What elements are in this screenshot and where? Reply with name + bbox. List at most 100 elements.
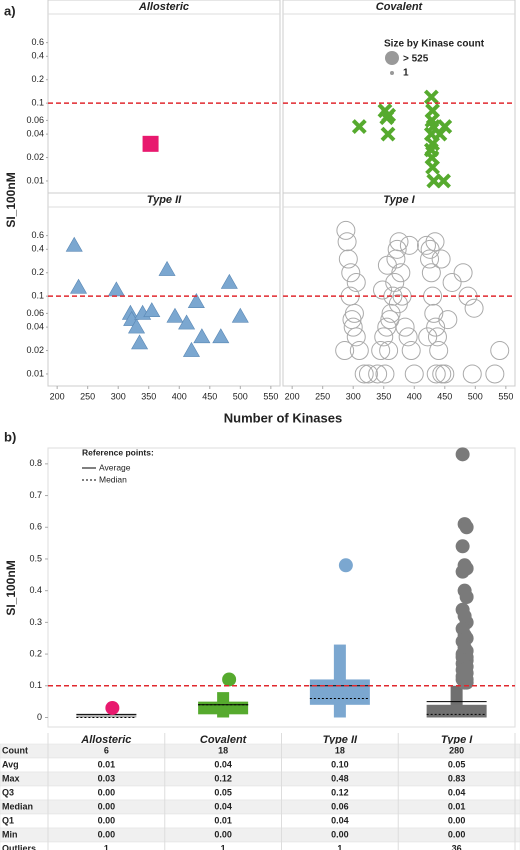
y-tick-label: 0.04: [26, 321, 44, 331]
y-tick-label: 0.6: [29, 522, 42, 532]
table-header: Type I: [441, 734, 473, 746]
y-tick-label: 0.4: [31, 51, 44, 61]
table-row-bg: [0, 757, 520, 773]
point: [490, 341, 510, 361]
point: [338, 249, 358, 269]
point: [335, 341, 355, 361]
table-row-label: Max: [2, 773, 20, 783]
table-cell: 0.06: [331, 801, 349, 811]
facet-title: Type II: [147, 194, 182, 206]
point: [142, 135, 159, 152]
point: [375, 364, 395, 384]
facet-frame: [47, 0, 281, 194]
point: [438, 310, 458, 330]
point: [187, 293, 205, 308]
table-cell: 0.12: [214, 773, 232, 783]
table-cell: 0.00: [331, 829, 349, 839]
x-tick-label: 450: [437, 391, 452, 401]
x-axis-title: Number of Kinases: [224, 410, 342, 425]
point: [425, 232, 445, 252]
y-tick-label: 0.5: [29, 553, 42, 563]
legend-label: > 525: [403, 54, 429, 65]
x-tick-label: 350: [141, 391, 156, 401]
box: [76, 714, 137, 718]
point: [193, 328, 211, 344]
table-cell: 0.04: [214, 801, 232, 811]
table-cell: 1: [337, 843, 342, 850]
table-cell: 0.04: [448, 787, 466, 797]
facet-title: Covalent: [376, 1, 424, 13]
table-header: Covalent: [200, 734, 248, 746]
point: [432, 364, 452, 384]
point: [379, 110, 395, 126]
point: [128, 318, 146, 334]
outlier: [105, 700, 120, 715]
facet-title: Type I: [383, 194, 415, 206]
point: [435, 364, 455, 384]
point: [343, 317, 363, 337]
point: [423, 142, 439, 158]
point: [182, 341, 200, 357]
point: [158, 260, 176, 276]
point: [423, 89, 439, 105]
x-tick-label: 300: [111, 391, 126, 401]
legend-symbol: [385, 51, 399, 65]
point: [421, 263, 441, 283]
point: [220, 273, 238, 289]
point: [178, 314, 196, 330]
point: [399, 235, 419, 255]
x-tick-label: 500: [468, 391, 483, 401]
point: [485, 364, 505, 384]
y-tick-label: 0.02: [26, 345, 44, 355]
x-tick-label: 250: [80, 391, 95, 401]
point: [416, 235, 436, 255]
point: [107, 281, 125, 297]
y-tick-label: 0.06: [26, 308, 44, 318]
point: [346, 327, 366, 347]
y-tick-label: 0.01: [26, 368, 44, 378]
point: [377, 255, 397, 275]
point: [427, 327, 447, 347]
x-tick-label: 550: [263, 391, 278, 401]
point: [429, 341, 449, 361]
y-tick-label: 0.01: [26, 175, 44, 185]
y-tick-label: 0.1: [31, 291, 44, 301]
table-cell: 0.83: [448, 773, 466, 783]
y-tick-label: 0.2: [29, 648, 42, 658]
table-cell: 18: [335, 745, 345, 755]
outlier: [459, 675, 474, 690]
outlier: [338, 558, 353, 573]
point: [437, 119, 453, 134]
legend-label: 1: [403, 68, 409, 79]
table-row-label: Median: [2, 801, 33, 811]
y-tick-label: 0.04: [26, 128, 44, 138]
table-cell: 0.05: [214, 787, 232, 797]
point: [398, 327, 418, 347]
point: [231, 307, 249, 323]
point: [349, 341, 369, 361]
point: [344, 303, 364, 323]
table-header-bg: [0, 733, 520, 747]
table-cell: 0.00: [98, 801, 116, 811]
point: [358, 364, 378, 384]
box: [426, 704, 487, 718]
x-tick-label: 450: [202, 391, 217, 401]
table-cell: 0.48: [331, 773, 349, 783]
table-row-bg: [0, 743, 520, 759]
table-cell: 0.00: [448, 815, 466, 825]
x-tick-label: 350: [376, 391, 391, 401]
x-tick-label: 250: [315, 391, 330, 401]
table-cell: 6: [104, 745, 109, 755]
box: [198, 701, 249, 715]
point: [379, 341, 399, 361]
table-cell: 0.04: [331, 815, 349, 825]
table-row-bg: [0, 841, 520, 850]
x-tick-label: 550: [498, 391, 513, 401]
table-cell: 0.01: [214, 815, 232, 825]
y-tick-label: 0.3: [29, 617, 42, 627]
point: [464, 298, 484, 318]
point: [387, 239, 407, 259]
outlier: [459, 590, 474, 605]
point: [388, 294, 408, 314]
table-cell: 0.00: [98, 815, 116, 825]
